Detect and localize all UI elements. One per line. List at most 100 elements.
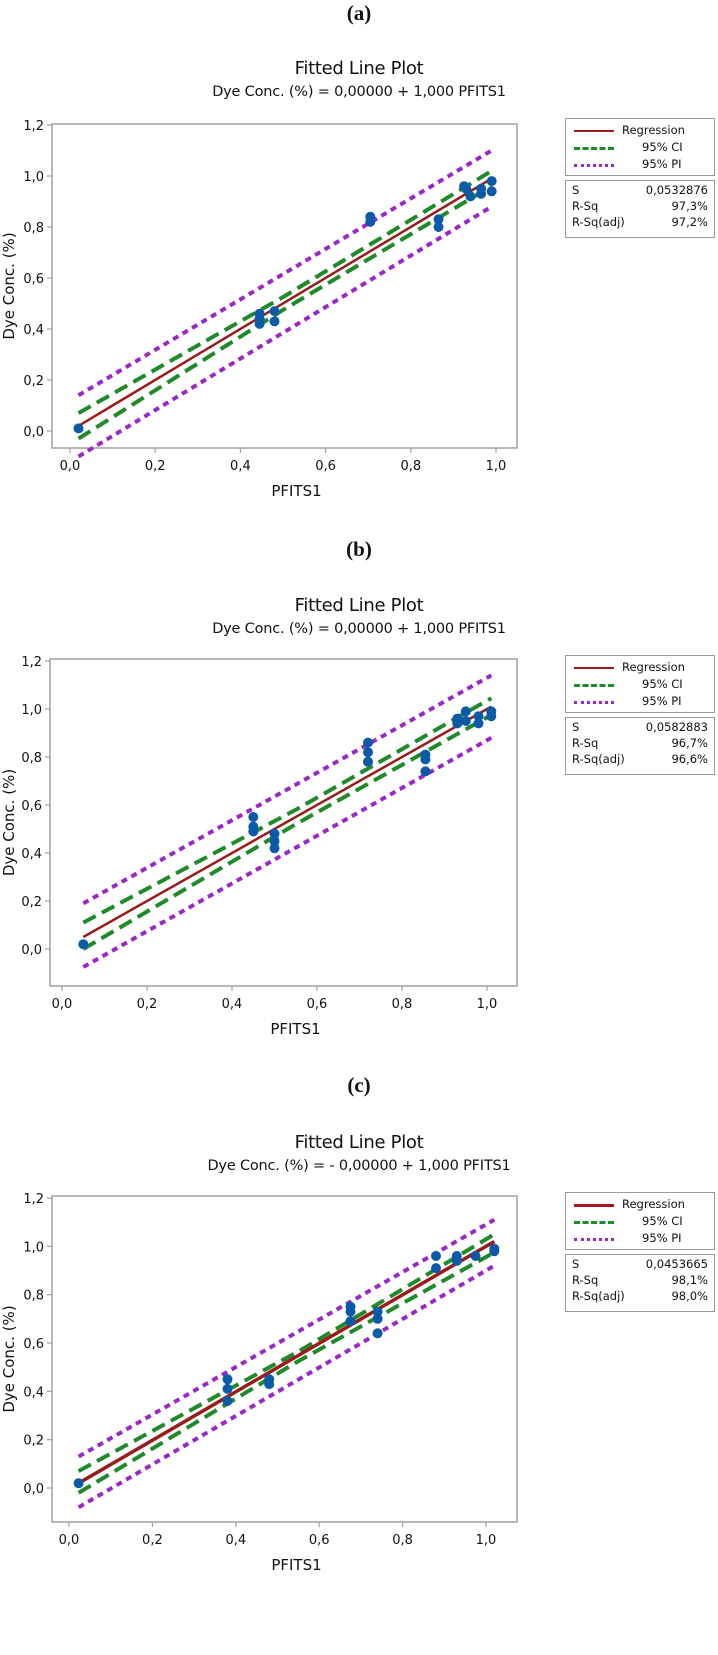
data-point — [486, 186, 497, 197]
data-point — [269, 316, 280, 327]
data-point — [248, 812, 259, 822]
y-tick-label: 0,0 — [21, 943, 42, 958]
panel-a-legend: Regression 95% CI 95% PI — [565, 118, 715, 176]
x-tick-label: 0,6 — [309, 1533, 330, 1548]
data-point — [420, 766, 431, 777]
x-tick-label: 1,0 — [477, 997, 498, 1012]
panel-b-stats: S 0,0582883 R-Sq 96,7% R-Sq(adj) 96,6% — [565, 717, 715, 775]
data-point — [460, 706, 471, 717]
y-tick-label: 1,0 — [23, 170, 44, 185]
data-point — [460, 716, 471, 726]
regression-line — [77, 177, 493, 427]
x-tick-label: 1,0 — [476, 1533, 497, 1548]
y-tick-label: 0,2 — [23, 374, 44, 389]
data-point — [465, 191, 476, 202]
data-point — [363, 737, 373, 748]
pi-dotted-line-icon — [574, 164, 614, 167]
ci-line — [77, 1232, 496, 1473]
regression-line — [82, 705, 492, 939]
y-tick-label: 1,0 — [21, 703, 42, 718]
ci-line — [82, 696, 493, 925]
legend-regression: Regression — [566, 1196, 714, 1213]
data-point — [222, 1383, 233, 1394]
stat-rsq: R-Sq 98,1% — [572, 1273, 708, 1287]
data-point — [486, 176, 497, 187]
y-tick-label: 1,0 — [23, 1240, 44, 1255]
data-point — [365, 216, 376, 227]
data-point — [486, 711, 497, 722]
pi-dotted-line-icon — [574, 1238, 614, 1241]
legend-ci: 95% CI — [566, 139, 714, 156]
stat-rsq: R-Sq 96,7% — [572, 736, 708, 750]
stat-s: S 0,0532876 — [572, 183, 708, 197]
data-point — [451, 1255, 462, 1266]
regression-line-icon — [574, 1204, 614, 1207]
y-tick-label: 0,0 — [23, 425, 44, 440]
panel-a-subtitle: Dye Conc. (%) = 0,00000 + 1,000 PFITS1 — [212, 84, 506, 100]
regression-line-icon — [574, 130, 614, 132]
x-tick-label: 0,4 — [222, 997, 243, 1012]
y-tick-label: 0,6 — [23, 1337, 44, 1352]
data-point — [372, 1328, 383, 1339]
x-tick-label: 0,2 — [137, 997, 158, 1012]
stat-rsq-adj: R-Sq(adj) 96,6% — [572, 752, 708, 766]
data-point — [73, 423, 84, 434]
data-point — [420, 754, 431, 765]
data-point — [473, 711, 484, 722]
stat-rsq: R-Sq 97,3% — [572, 199, 708, 213]
x-tick-label: 0,8 — [392, 997, 413, 1012]
panel-c-plot: 0,0 0,2 0,4 0,6 0,8 1,0 1,2 0,0 0,2 0,4 0,6 0,8 1,0 P… — [0, 1192, 518, 1574]
data-point — [372, 1313, 383, 1324]
data-point — [345, 1316, 356, 1327]
regression-line — [77, 1239, 496, 1485]
data-point — [345, 1306, 356, 1317]
y-tick-label: 0,4 — [21, 847, 42, 862]
data-point — [264, 1379, 275, 1390]
pi-line — [82, 736, 493, 969]
ci-dashed-line-icon — [574, 147, 614, 150]
y-tick-label: 0,2 — [21, 895, 42, 910]
y-tick-label: 1,2 — [21, 655, 42, 670]
data-point — [433, 214, 444, 225]
legend-regression: Regression — [566, 122, 714, 139]
y-tick-label: 0,6 — [21, 799, 42, 814]
panel-b-title: Fitted Line Plot — [294, 595, 424, 616]
data-point — [431, 1263, 441, 1274]
y-tick-label: 0,8 — [23, 221, 44, 236]
panel-b-legend: Regression 95% CI 95% PI — [565, 655, 715, 713]
data-point — [73, 1478, 84, 1489]
data-point — [78, 939, 89, 950]
panel-c-label: (c) — [347, 1073, 371, 1097]
panel-a-title: Fitted Line Plot — [294, 58, 424, 79]
x-tick-label: 1,0 — [486, 459, 507, 474]
pi-line — [77, 1218, 496, 1459]
y-axis-label: Dye Conc. (%) — [0, 1305, 18, 1412]
data-point — [461, 183, 472, 194]
y-tick-label: 0,0 — [23, 1482, 44, 1497]
pi-line — [77, 204, 493, 459]
x-tick-label: 0,0 — [52, 997, 73, 1012]
panel-a-label: (a) — [346, 1, 372, 25]
regression-line-icon — [574, 667, 614, 669]
x-tick-label: 0,2 — [142, 1533, 163, 1548]
x-tick-label: 0,6 — [307, 997, 328, 1012]
x-tick-label: 0,0 — [60, 459, 81, 474]
pi-line — [82, 673, 493, 906]
y-tick-label: 0,4 — [23, 323, 44, 338]
panel-a-stats: S 0,0532876 R-Sq 97,3% R-Sq(adj) 97,2% — [565, 180, 715, 238]
y-tick-label: 1,2 — [23, 119, 44, 134]
y-tick-label: 1,2 — [23, 1192, 44, 1207]
data-point — [254, 318, 265, 329]
legend-pi: 95% PI — [566, 693, 714, 710]
data-point — [269, 843, 280, 854]
y-tick-label: 0,4 — [23, 1385, 44, 1400]
y-tick-label: 0,8 — [23, 1289, 44, 1304]
ci-line — [77, 1250, 496, 1495]
panel-c-stats: S 0,0453665 R-Sq 98,1% R-Sq(adj) 98,0% — [565, 1254, 715, 1312]
x-axis-label: PFITS1 — [271, 482, 321, 500]
plot-frame — [49, 658, 518, 987]
pi-line — [77, 1263, 496, 1510]
data-point — [372, 1306, 383, 1317]
panel-b-label: (b) — [346, 537, 372, 561]
x-axis-label: PFITS1 — [271, 1556, 321, 1574]
